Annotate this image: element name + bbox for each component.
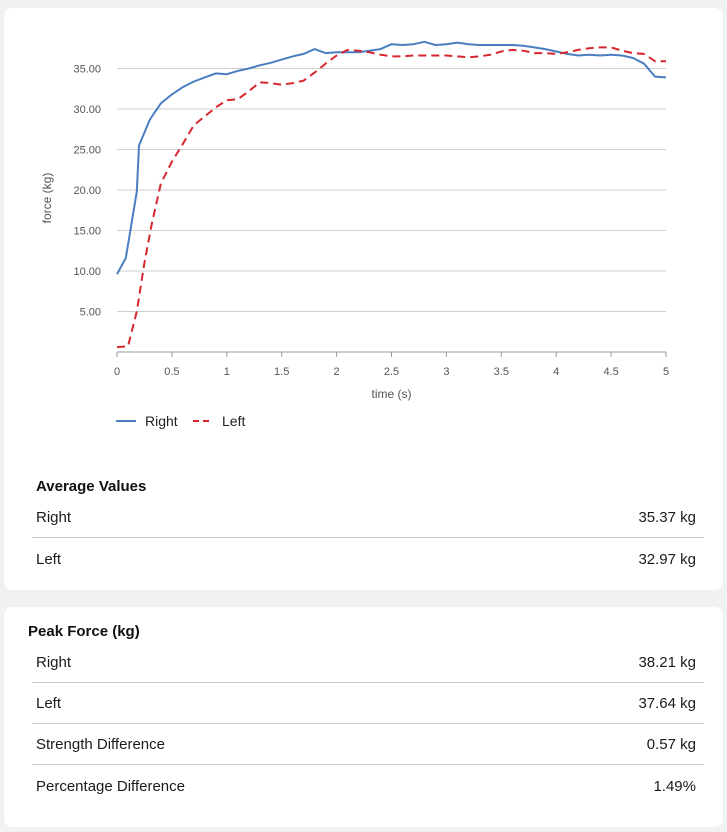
x-tick-label: 3 <box>443 366 449 378</box>
peak-left-label: Left <box>36 695 62 712</box>
y-tick-label: 5.00 <box>80 307 101 319</box>
y-tick-label: 15.00 <box>73 226 101 238</box>
force-chart-card: 5.00 10.00 15.00 20.00 25.00 30.00 35.00 0 0.5 1 1… <box>4 8 723 590</box>
x-tick-label: 2.5 <box>384 366 399 378</box>
y-tick-label: 10.00 <box>73 266 101 278</box>
x-tick-label: 3.5 <box>494 366 509 378</box>
peak-right-value: 38.21 kg <box>638 654 696 671</box>
y-tick-label: 25.00 <box>73 145 101 157</box>
percentage-difference-row: Percentage Difference 1.49% <box>32 766 704 806</box>
average-row-left: Left 32.97 kg <box>32 539 704 579</box>
x-tick-label: 4.5 <box>603 366 618 378</box>
percentage-difference-value: 1.49% <box>653 777 696 795</box>
average-right-value: 35.37 kg <box>638 509 696 526</box>
peak-row-right: Right 38.21 kg <box>32 643 704 683</box>
y-tick-label: 20.00 <box>73 185 101 197</box>
average-right-label: Right <box>36 509 72 526</box>
percentage-difference-label: Percentage Difference <box>36 777 185 795</box>
average-row-right: Right 35.37 kg <box>32 498 704 538</box>
strength-difference-row: Strength Difference 0.57 kg <box>32 725 704 765</box>
y-axis-title: force (kg) <box>40 173 54 224</box>
x-tick-label: 0.5 <box>164 366 179 378</box>
force-time-chart: 5.00 10.00 15.00 20.00 25.00 30.00 35.00 0 0.5 1 1… <box>40 40 669 429</box>
strength-difference-label: Strength Difference <box>36 736 165 753</box>
average-values-title: Average Values <box>36 478 147 495</box>
peak-left-value: 37.64 kg <box>638 695 696 712</box>
average-left-value: 32.97 kg <box>638 550 696 568</box>
strength-difference-value: 0.57 kg <box>646 736 696 753</box>
average-left-label: Left <box>36 550 62 568</box>
y-tick-label: 35.00 <box>73 64 101 76</box>
x-tick-label: 0 <box>114 366 120 378</box>
peak-row-left: Left 37.64 kg <box>32 684 704 724</box>
legend-label-right: Right <box>145 413 178 429</box>
x-tick-label: 4 <box>553 366 559 378</box>
x-axis-title: time (s) <box>372 387 412 401</box>
x-tick-label: 1 <box>224 366 230 378</box>
peak-force-card: Peak Force (kg) Right 38.21 kg Left 37.6… <box>4 607 723 827</box>
series-line-right <box>116 40 667 275</box>
peak-right-label: Right <box>36 654 72 671</box>
legend-label-left: Left <box>222 413 245 429</box>
x-tick-label: 5 <box>663 366 669 378</box>
series-line-left <box>116 46 666 349</box>
x-tick-label: 2 <box>334 366 340 378</box>
x-tick-label: 1.5 <box>274 366 289 378</box>
y-tick-label: 30.00 <box>73 104 101 116</box>
peak-force-title: Peak Force (kg) <box>28 623 140 640</box>
